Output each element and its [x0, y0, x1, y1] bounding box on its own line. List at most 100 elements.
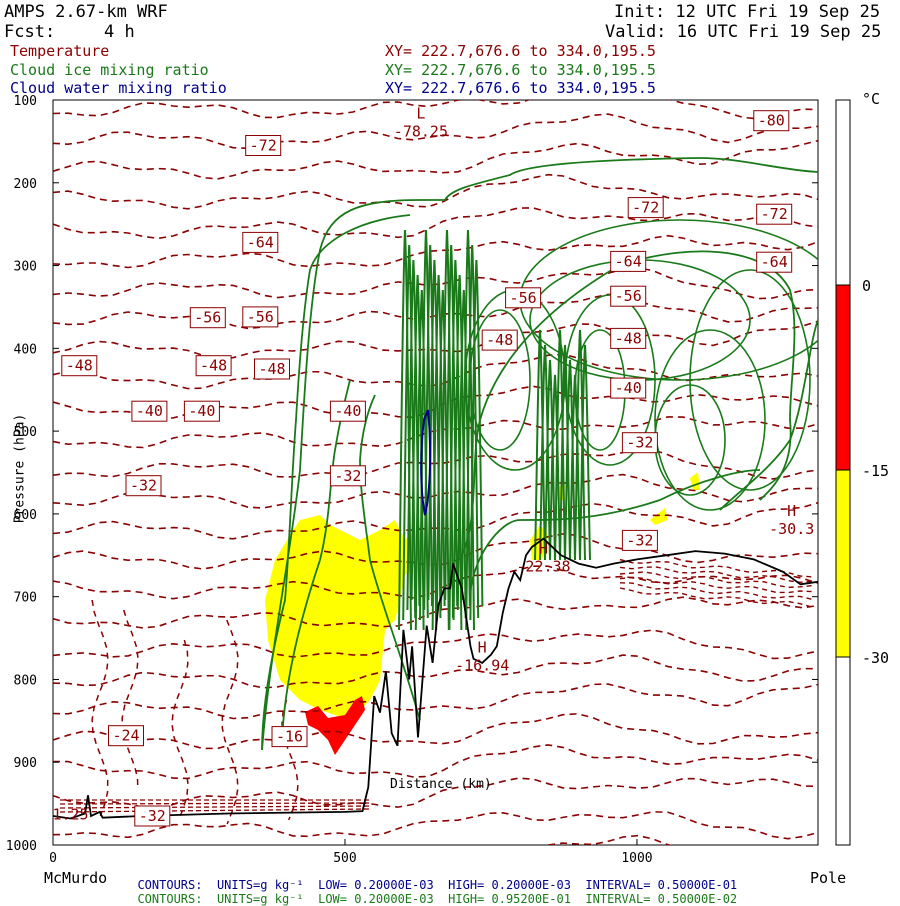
- field-xy-cloud-ice: XY= 222.7,676.6 to 334.0,195.5: [385, 61, 656, 79]
- temperature-contour-line: [53, 320, 818, 360]
- extremum-value: -30.3: [769, 520, 814, 538]
- extremum-value: -78.25: [394, 123, 448, 141]
- temperature-label-box: [505, 287, 542, 309]
- field-name-cloud-ice: Cloud ice mixing ratio: [10, 61, 209, 79]
- y-tick-label: 100: [14, 94, 37, 109]
- y-tick-label: 1000: [6, 839, 37, 854]
- extremum-value: -22.38: [516, 557, 570, 575]
- temperature-label: -16: [276, 728, 303, 746]
- cloud-ice-contour: [559, 344, 571, 561]
- footer-interval: INTERVAL= 0.50000E-02: [585, 892, 738, 906]
- temperature-label: -80: [758, 112, 785, 130]
- footer-contours-label: CONTOURS:: [137, 892, 203, 906]
- x-endpoint-left: McMurdo: [44, 869, 108, 887]
- temperature-label-box: [627, 197, 664, 219]
- temperature-label: -48: [258, 360, 285, 378]
- temperature-label: -24: [112, 727, 139, 745]
- temperature-labels: -80 -72 -72 -72 -64 -64 -64 -56 -56 -56 -56 -48 -48 -…: [61, 110, 793, 827]
- temperature-label: -48: [200, 357, 227, 375]
- temperature-contour-line: [91, 599, 109, 817]
- temperature-label-box: [756, 203, 793, 225]
- cloud-ice-contour: [534, 329, 546, 561]
- footer-low: LOW= 0.20000E-03: [318, 878, 434, 892]
- temperature-label-box: [134, 805, 171, 827]
- cloud-ice-contour: [539, 344, 551, 561]
- temperature-contour-line: [53, 712, 818, 750]
- temperature-label: -56: [194, 309, 221, 327]
- temperature-contour-line: [53, 207, 818, 240]
- temperature-label-box: [610, 327, 647, 349]
- colorbar-unit: °C: [862, 90, 880, 108]
- y-tick-label: 800: [14, 673, 37, 688]
- field-name-cloud-water: Cloud water mixing ratio: [10, 79, 227, 97]
- y-tick-label: 900: [14, 756, 37, 771]
- cloud-ice-contour: [544, 359, 556, 561]
- cloud-ice-contour: [261, 157, 818, 751]
- x-tick-label: 0: [49, 851, 57, 866]
- cloud-ice-contour: [579, 344, 591, 561]
- temperature-contour-line: [53, 113, 818, 150]
- temperature-label: -72: [250, 137, 277, 155]
- cloud-ice-contour: [465, 244, 480, 631]
- colorbar-band: [836, 470, 850, 657]
- footer-low: LOW= 0.20000E-03: [318, 892, 434, 906]
- cloud-ice-contour: [359, 394, 421, 721]
- cloud-ice-contour: [564, 359, 576, 561]
- x-tick-label: 500: [333, 851, 356, 866]
- temperature-label: -64: [761, 253, 788, 271]
- temperature-label: -72: [632, 199, 659, 217]
- extremum-value: 1.25: [52, 806, 88, 824]
- valid-time: Valid: 16 UTC Fri 19 Sep 25: [605, 22, 882, 42]
- temperature-label-box: [621, 529, 658, 551]
- temperature-label: -48: [486, 331, 513, 349]
- footer-interval: INTERVAL= 0.50000E-01: [585, 878, 738, 892]
- cloud-ice-contour: [261, 214, 411, 751]
- temperature-label-box: [610, 377, 647, 399]
- temperature-label-box: [108, 725, 144, 747]
- temperature-label-box: [242, 231, 279, 253]
- forecast-value: 4 h: [104, 22, 135, 42]
- colorbar: 0 -15 -30 °C: [835, 90, 889, 846]
- temperature-contour-line: [619, 571, 813, 589]
- temperature-label: -56: [615, 287, 642, 305]
- temperature-label-box: [125, 475, 162, 497]
- field-xy-cloud-water: XY= 222.7,676.6 to 334.0,195.5: [385, 79, 656, 97]
- temperature-label-box: [610, 250, 647, 272]
- cloud-ice-contour: [469, 309, 531, 451]
- temperature-label-box: [131, 400, 168, 422]
- temperature-label: -32: [626, 531, 653, 549]
- extremum-marker: H: [478, 639, 487, 657]
- temperature-label: -48: [66, 357, 93, 375]
- temperature-label-box: [329, 465, 366, 487]
- temperature-label-box: [753, 110, 790, 132]
- temperature-label: -40: [615, 379, 642, 397]
- temperature-contour-line: [619, 582, 813, 600]
- temperature-label-box: [271, 726, 308, 748]
- temperature-label: -40: [188, 402, 215, 420]
- temperature-label: -64: [615, 252, 642, 270]
- footer-line-water: CONTOURS: UNITS=g kg⁻¹ LOW= 0.20000E-03 …: [123, 867, 737, 891]
- temperature-contour-line: [53, 173, 818, 210]
- yellow-shade-main: [265, 515, 420, 720]
- colorbar-outline: [835, 99, 851, 846]
- temperature-label: -56: [247, 308, 274, 326]
- red-shade: [305, 696, 365, 755]
- terrain: [53, 537, 818, 820]
- cloud-water-contour: [420, 409, 432, 516]
- temperature-contour-line: [53, 139, 818, 180]
- colorbar-band: [836, 285, 850, 470]
- axes: 100 200 300 400 500 600 700 800 900 1000 0 500 1000: [6, 94, 818, 866]
- temperature-label: -40: [136, 402, 163, 420]
- temperature-label-box: [242, 306, 279, 328]
- y-tick-label: 200: [14, 177, 37, 192]
- temperature-label: -32: [130, 477, 157, 495]
- temperature-contour-line: [121, 609, 139, 791]
- temperature-label-box: [756, 251, 793, 273]
- cloud-ice-contour: [459, 250, 796, 561]
- cloud-ice-contour: [574, 329, 586, 561]
- temperature-label-box: [621, 432, 658, 454]
- terrain-profile: [53, 537, 818, 820]
- temperature-contour-line: [53, 654, 818, 689]
- temperature-label: -56: [510, 289, 537, 307]
